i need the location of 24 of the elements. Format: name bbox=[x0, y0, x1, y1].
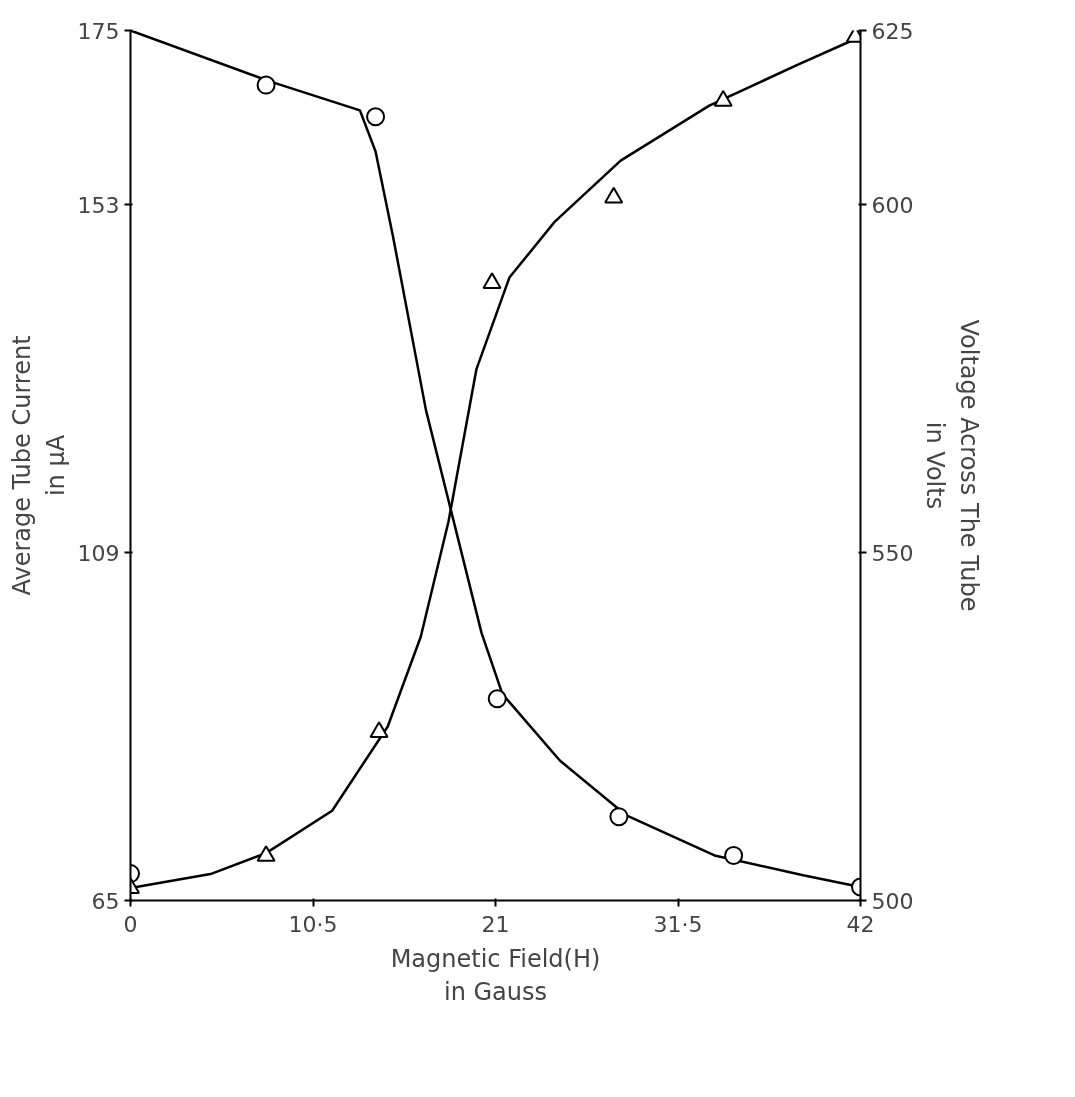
y-tick-label: 109 bbox=[77, 540, 120, 566]
y-tick-label: 175 bbox=[77, 18, 120, 44]
y-tick-label: 65 bbox=[91, 888, 120, 914]
point bbox=[487, 689, 507, 709]
x-tick-label: 10·5 bbox=[288, 911, 338, 937]
x-tick-label: 31·5 bbox=[653, 911, 703, 937]
x-tick-label: 0 bbox=[123, 911, 138, 937]
y2-tick-label: 500 bbox=[871, 888, 914, 914]
x-axis-title: Magnetic Field(H) in Gauss bbox=[390, 944, 601, 1007]
point bbox=[713, 89, 733, 107]
point bbox=[609, 807, 629, 827]
x-tick-label: 21 bbox=[481, 911, 510, 937]
y-axis-title: Average Tube Current in μA bbox=[7, 335, 70, 596]
point bbox=[256, 845, 276, 862]
y2-tick-label: 625 bbox=[871, 18, 914, 44]
y2-tick-label: 550 bbox=[871, 540, 914, 566]
point bbox=[604, 186, 624, 204]
y2-axis-title: Voltage Across The Tube in Volts bbox=[921, 319, 984, 612]
y2-tick-label: 600 bbox=[871, 192, 914, 218]
x-tick-label: 42 bbox=[846, 911, 875, 937]
point bbox=[369, 721, 389, 738]
point bbox=[366, 107, 386, 127]
y-tick-label: 153 bbox=[77, 192, 120, 218]
point bbox=[482, 272, 502, 290]
